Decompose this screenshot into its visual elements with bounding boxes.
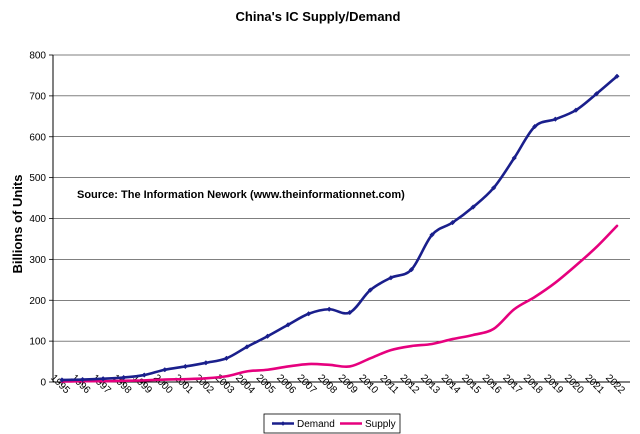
x-tick-label: 2017 [500, 373, 524, 397]
x-tick-label: 1997 [89, 373, 113, 397]
x-tick-label: 1996 [69, 373, 93, 397]
y-tick-label: 200 [29, 296, 46, 307]
x-tick-label: 2022 [603, 373, 627, 397]
axes [49, 54, 630, 385]
x-tick-label: 2005 [254, 373, 278, 397]
demand-point [244, 344, 250, 350]
demand-line [60, 74, 619, 382]
y-tick-label: 0 [40, 378, 46, 389]
x-tick-label: 2006 [274, 373, 298, 397]
x-tick-label: 1995 [48, 373, 72, 397]
demand-point [593, 91, 600, 97]
demand-point [285, 322, 291, 328]
demand-point [347, 309, 353, 316]
y-tick-label: 800 [29, 51, 46, 62]
demand-point [162, 367, 168, 373]
demand-point [264, 333, 271, 339]
demand-point [573, 107, 579, 113]
demand-point [326, 306, 332, 312]
x-tick-label: 2015 [459, 373, 483, 397]
demand-point [408, 266, 415, 273]
x-tick-label: 2004 [233, 373, 257, 397]
x-tick-label: 2018 [521, 373, 545, 397]
demand-point [100, 376, 106, 382]
demand-point [552, 116, 558, 122]
demand-point [79, 376, 86, 383]
source-annotation: Source: The Information Nework (www.thei… [77, 189, 405, 201]
y-tick-labels: 0 100 200 300 400 500 600 700 800 [29, 51, 46, 389]
x-tick-label: 2001 [171, 373, 195, 397]
supply-line [60, 224, 619, 383]
y-tick-label: 700 [29, 91, 46, 102]
x-tick-label: 2020 [562, 373, 586, 397]
demand-point [614, 73, 620, 79]
demand-point [532, 123, 538, 130]
y-tick-label: 400 [29, 214, 46, 225]
x-tick-label: 2013 [418, 373, 442, 397]
series-lines [59, 73, 620, 383]
demand-point [121, 374, 127, 381]
x-tick-label: 2010 [356, 373, 380, 397]
demand-point [511, 155, 517, 161]
y-tick-label: 500 [29, 173, 46, 184]
x-tick-label: 2014 [439, 373, 463, 397]
demand-point [491, 185, 497, 191]
legend-box [263, 413, 401, 434]
legend-marker-demand [280, 421, 286, 426]
demand-point [449, 219, 456, 226]
y-tick-label: 100 [29, 337, 46, 348]
legend: Demand Supply [263, 413, 401, 434]
x-tick-label: 2008 [315, 373, 339, 397]
demand-point [367, 287, 373, 293]
x-tick-label: 2012 [398, 373, 422, 397]
demand-point [203, 360, 209, 366]
gridlines [53, 54, 630, 342]
x-tick-label: 2011 [378, 373, 401, 396]
demand-point [59, 377, 65, 383]
y-axis-label: Billions of Units [10, 175, 25, 274]
x-tick-label: 2000 [151, 373, 175, 397]
demand-point [223, 355, 230, 361]
x-tick-label: 2007 [295, 373, 319, 397]
demand-point [429, 232, 435, 238]
x-tick-label: 2016 [480, 373, 504, 397]
y-tick-label: 600 [29, 132, 46, 143]
x-tick-label: 2002 [192, 373, 216, 397]
demand-point [388, 275, 394, 281]
demand-point [141, 372, 147, 378]
demand-point [306, 311, 312, 317]
demand-point [182, 363, 188, 370]
x-tick-label: 2021 [583, 373, 607, 397]
x-tick-label: 2009 [336, 373, 360, 397]
demand-point [470, 204, 476, 210]
x-tick-label: 2019 [541, 373, 565, 397]
y-tick-label: 300 [29, 255, 46, 266]
legend-label-supply: Supply [365, 419, 396, 430]
legend-label-demand: Demand [297, 419, 335, 430]
chart-title: China's IC Supply/Demand [236, 9, 401, 24]
